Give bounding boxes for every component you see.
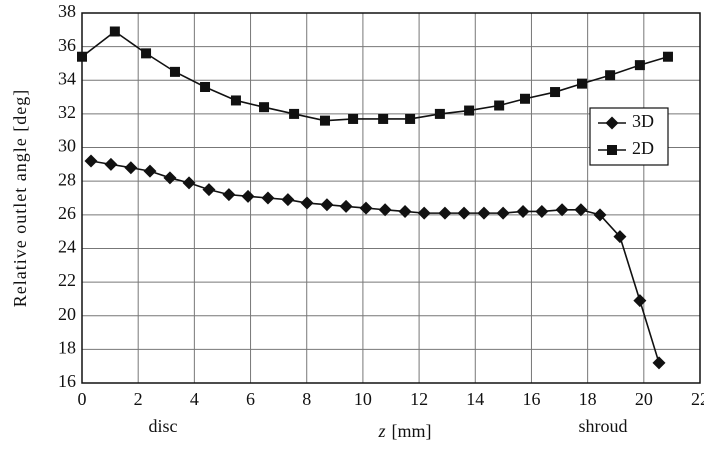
point-marker — [634, 60, 645, 71]
point-marker — [516, 204, 530, 218]
x-label-variable: z — [377, 421, 385, 441]
point-marker — [577, 78, 588, 89]
point-marker — [169, 66, 180, 77]
x-tick-label: 12 — [410, 389, 428, 409]
point-marker — [300, 196, 314, 210]
x-tick-label: 2 — [134, 389, 143, 409]
legend-box — [589, 107, 669, 166]
x-tick-label: 20 — [635, 389, 653, 409]
point-marker — [378, 203, 392, 217]
point-marker — [434, 108, 445, 119]
point-marker — [109, 26, 120, 37]
point-marker — [182, 176, 196, 190]
point-marker — [339, 199, 353, 213]
series-line — [90, 160, 660, 364]
y-tick-label: 20 — [58, 304, 76, 324]
x-label-unit: [mm] — [392, 421, 432, 441]
point-marker — [464, 105, 475, 116]
point-marker — [438, 206, 452, 220]
point-marker — [550, 87, 561, 98]
y-tick-label: 34 — [58, 68, 76, 88]
point-marker — [163, 171, 177, 185]
point-marker — [222, 188, 236, 202]
y-tick-label: 28 — [58, 169, 76, 189]
point-marker — [259, 102, 270, 113]
point-marker — [652, 356, 666, 370]
point-marker — [605, 70, 616, 81]
point-marker — [124, 161, 138, 175]
annotation: disc — [149, 416, 178, 436]
point-marker — [519, 93, 530, 104]
point-marker — [241, 189, 255, 203]
point-marker — [141, 48, 152, 59]
point-marker — [261, 191, 275, 205]
x-tick-label: 4 — [190, 389, 199, 409]
y-tick-label: 36 — [58, 35, 76, 55]
y-tick-label: 32 — [58, 102, 76, 122]
point-marker — [417, 206, 431, 220]
point-marker — [662, 51, 673, 62]
point-marker — [348, 113, 359, 124]
y-tick-label: 24 — [58, 237, 76, 257]
y-tick-label: 22 — [58, 270, 76, 290]
y-tick-label: 16 — [58, 371, 76, 391]
point-marker — [607, 145, 617, 155]
x-tick-label: 10 — [354, 389, 372, 409]
point-marker — [633, 294, 647, 308]
point-marker — [378, 113, 389, 124]
x-tick-label: 16 — [522, 389, 540, 409]
point-marker — [494, 100, 505, 111]
point-marker — [555, 203, 569, 217]
point-marker — [289, 108, 300, 119]
x-tick-label: 0 — [78, 389, 87, 409]
point-marker — [359, 201, 373, 215]
point-marker — [202, 183, 216, 197]
point-marker — [477, 206, 491, 220]
point-marker — [457, 206, 471, 220]
y-axis-label: Relative outlet angle [deg] — [10, 89, 30, 307]
point-marker — [143, 164, 157, 178]
point-marker — [104, 157, 118, 171]
point-marker — [496, 206, 510, 220]
point-marker — [605, 116, 619, 130]
point-marker — [84, 154, 98, 168]
point-marker — [405, 113, 416, 124]
point-marker — [320, 198, 334, 212]
point-marker — [200, 82, 211, 92]
x-axis-label: z [mm] — [377, 421, 431, 441]
annotation: shroud — [579, 416, 628, 436]
legend-label: 2D — [632, 138, 654, 158]
point-marker — [535, 204, 549, 218]
point-marker — [398, 204, 412, 218]
point-marker — [319, 115, 330, 126]
x-tick-label: 6 — [246, 389, 255, 409]
point-marker — [574, 203, 588, 217]
series-line — [81, 30, 669, 122]
point-marker — [613, 230, 627, 244]
point-marker — [281, 193, 295, 207]
point-marker — [593, 208, 607, 222]
x-tick-label: 14 — [466, 389, 484, 409]
point-marker — [230, 95, 241, 106]
y-tick-label: 18 — [58, 337, 76, 357]
y-tick-label: 26 — [58, 203, 76, 223]
x-tick-label: 18 — [579, 389, 597, 409]
legend-label: 3D — [632, 111, 654, 131]
y-tick-label: 38 — [58, 1, 76, 21]
point-marker — [77, 51, 87, 62]
y-tick-label: 30 — [58, 136, 76, 156]
x-tick-label: 22 — [691, 389, 704, 409]
plot-frame — [81, 12, 701, 384]
x-tick-label: 8 — [302, 389, 311, 409]
